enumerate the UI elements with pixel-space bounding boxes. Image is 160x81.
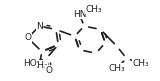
Text: CH₃: CH₃ xyxy=(85,5,102,14)
Text: O: O xyxy=(45,66,52,75)
Text: N: N xyxy=(36,22,43,31)
Text: O: O xyxy=(24,33,31,42)
Text: HO: HO xyxy=(23,59,37,68)
Text: CH₃: CH₃ xyxy=(109,64,125,73)
Text: CH₃: CH₃ xyxy=(132,59,149,68)
Text: HN: HN xyxy=(73,10,86,19)
Text: CH₃: CH₃ xyxy=(31,61,48,70)
